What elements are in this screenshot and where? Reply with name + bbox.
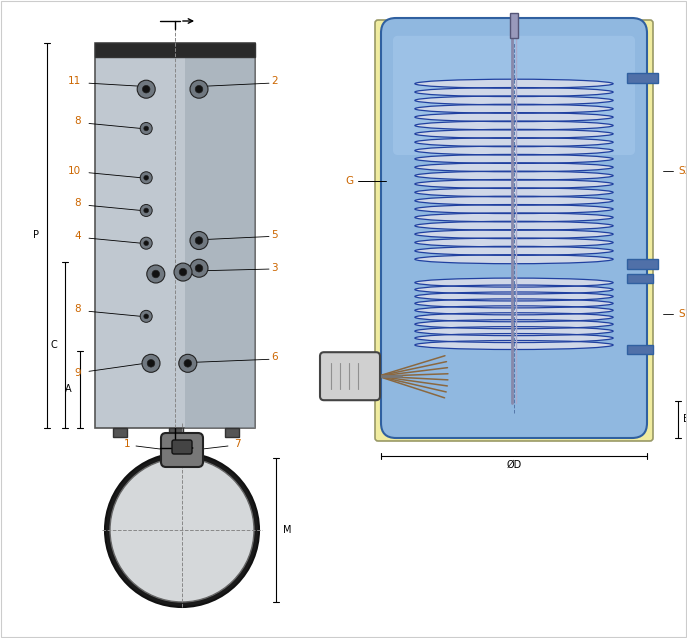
Circle shape [184, 360, 192, 367]
Text: 4: 4 [74, 231, 81, 241]
Circle shape [142, 85, 150, 93]
Ellipse shape [415, 188, 613, 197]
FancyBboxPatch shape [161, 433, 203, 467]
Ellipse shape [415, 171, 613, 180]
Circle shape [147, 265, 165, 283]
Ellipse shape [415, 299, 613, 308]
Bar [185, 43, 255, 428]
Bar [627, 73, 658, 83]
Circle shape [140, 204, 153, 216]
Ellipse shape [415, 154, 613, 163]
Text: 8: 8 [74, 304, 81, 315]
Circle shape [142, 354, 160, 373]
Ellipse shape [415, 96, 613, 105]
Ellipse shape [415, 79, 613, 88]
Ellipse shape [415, 320, 613, 329]
Ellipse shape [415, 341, 613, 350]
Ellipse shape [415, 179, 613, 188]
Circle shape [140, 172, 153, 184]
Circle shape [140, 237, 153, 249]
Circle shape [144, 175, 148, 180]
Circle shape [190, 80, 208, 98]
Circle shape [195, 85, 203, 93]
Text: 8: 8 [74, 117, 81, 126]
Ellipse shape [415, 121, 613, 130]
Circle shape [137, 80, 155, 98]
Bar [95, 43, 255, 428]
Ellipse shape [415, 334, 613, 343]
Ellipse shape [415, 130, 613, 138]
Ellipse shape [415, 255, 613, 263]
Circle shape [147, 360, 155, 367]
FancyBboxPatch shape [172, 440, 192, 454]
Text: S1: S1 [678, 309, 687, 319]
Text: 2: 2 [271, 76, 278, 86]
Text: A: A [65, 385, 72, 394]
Bar [627, 259, 658, 269]
Circle shape [179, 354, 196, 373]
Ellipse shape [415, 306, 613, 315]
Text: 8: 8 [74, 198, 81, 209]
Ellipse shape [415, 146, 613, 155]
Bar [95, 43, 255, 57]
Ellipse shape [415, 113, 613, 122]
Circle shape [144, 126, 148, 131]
Circle shape [190, 232, 208, 249]
Bar [225, 428, 239, 437]
Text: S2: S2 [678, 167, 687, 177]
Circle shape [190, 259, 208, 278]
Ellipse shape [415, 327, 613, 336]
Ellipse shape [415, 285, 613, 294]
Circle shape [110, 458, 254, 602]
Text: 1: 1 [124, 439, 130, 449]
Ellipse shape [415, 221, 613, 230]
FancyBboxPatch shape [381, 18, 647, 438]
Bar [169, 428, 183, 437]
Circle shape [152, 271, 159, 278]
Text: 7: 7 [234, 439, 240, 449]
Text: 5: 5 [271, 230, 278, 239]
Circle shape [144, 314, 148, 319]
Text: 6: 6 [271, 352, 278, 362]
Text: M: M [283, 525, 291, 535]
Circle shape [144, 208, 148, 213]
Ellipse shape [415, 205, 613, 214]
Ellipse shape [415, 138, 613, 147]
Text: P: P [33, 230, 39, 241]
Ellipse shape [415, 197, 613, 205]
Text: B: B [683, 414, 687, 424]
Circle shape [144, 241, 148, 246]
Ellipse shape [415, 238, 613, 247]
Ellipse shape [415, 292, 613, 301]
Bar [627, 345, 653, 354]
Bar [510, 13, 518, 38]
Circle shape [105, 453, 259, 607]
FancyBboxPatch shape [320, 352, 380, 400]
Circle shape [140, 310, 153, 322]
Text: G: G [345, 176, 353, 186]
Ellipse shape [415, 163, 613, 172]
Circle shape [195, 264, 203, 272]
Ellipse shape [415, 213, 613, 222]
Bar [113, 428, 127, 437]
Ellipse shape [415, 313, 613, 322]
Circle shape [140, 122, 153, 135]
Circle shape [174, 263, 192, 281]
Text: 11: 11 [68, 76, 81, 86]
Circle shape [179, 269, 187, 276]
Ellipse shape [415, 230, 613, 239]
FancyBboxPatch shape [393, 36, 635, 155]
Text: ØD: ØD [506, 460, 521, 470]
FancyBboxPatch shape [375, 20, 653, 441]
Ellipse shape [415, 87, 613, 96]
Ellipse shape [415, 246, 613, 255]
Bar [627, 274, 653, 283]
Text: 10: 10 [68, 166, 81, 175]
Text: 3: 3 [271, 263, 278, 273]
Ellipse shape [415, 104, 613, 114]
Text: C: C [50, 340, 57, 350]
Text: 9: 9 [74, 368, 81, 378]
Circle shape [195, 237, 203, 244]
Ellipse shape [415, 278, 613, 287]
